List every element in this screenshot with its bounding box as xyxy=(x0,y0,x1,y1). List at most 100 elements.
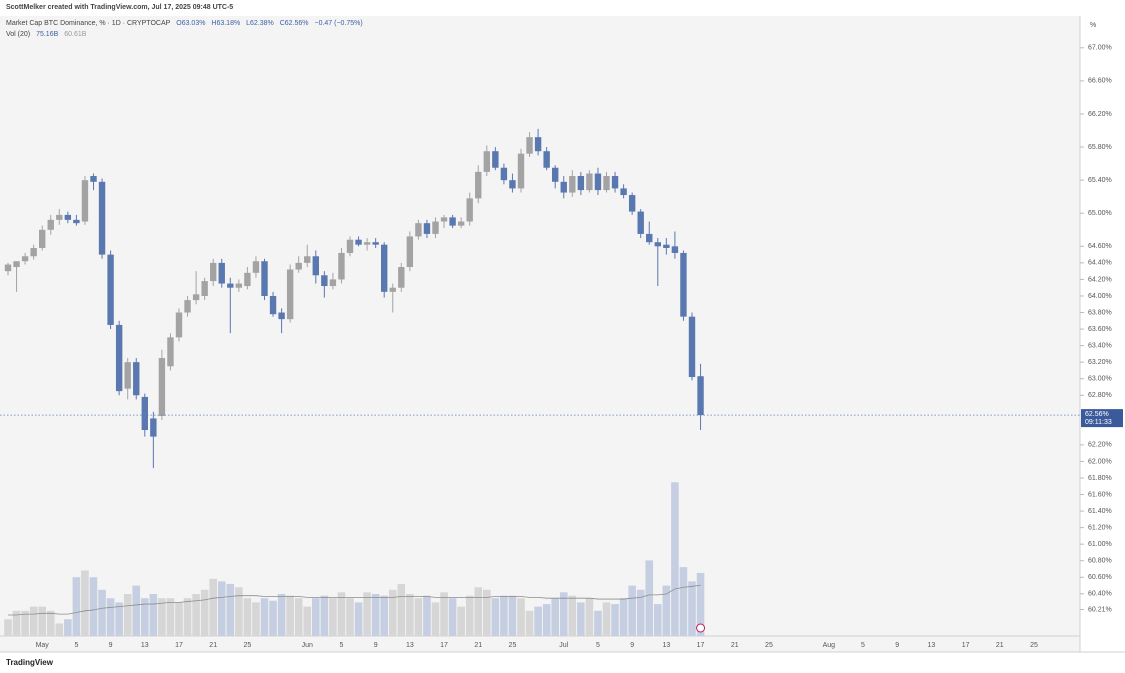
volume-bar xyxy=(209,578,217,636)
candle-body xyxy=(415,223,422,237)
volume-bar xyxy=(585,598,594,636)
candle-body xyxy=(81,180,89,222)
volume-bar xyxy=(671,482,679,636)
x-tick-label: 25 xyxy=(765,642,773,649)
candle-body xyxy=(517,153,525,189)
volume-bar xyxy=(260,598,269,636)
y-tick-label: 60.80% xyxy=(1088,558,1112,565)
y-tick-label: 61.40% xyxy=(1088,508,1112,515)
candle-body xyxy=(543,151,550,168)
volume-bar xyxy=(534,606,542,636)
candle-body xyxy=(13,261,20,268)
candle-body xyxy=(329,279,337,287)
candle-body xyxy=(475,171,482,199)
y-tick-label: 62.20% xyxy=(1088,442,1112,449)
y-tick-label: 63.60% xyxy=(1088,326,1112,333)
x-tick-label: 21 xyxy=(474,642,482,649)
y-tick-label: 60.60% xyxy=(1088,574,1112,581)
candle-body xyxy=(4,264,12,272)
candle-body xyxy=(423,223,431,234)
y-tick-label: 64.40% xyxy=(1088,260,1112,267)
x-tick-label: 13 xyxy=(406,642,414,649)
x-tick-label: 5 xyxy=(339,642,343,649)
candle-body xyxy=(269,295,277,315)
volume-bar xyxy=(29,606,38,636)
volume-bar xyxy=(474,587,483,636)
candle-body xyxy=(73,219,80,224)
y-tick-label: 67.00% xyxy=(1088,45,1112,52)
volume-bar xyxy=(636,589,645,636)
candle-body xyxy=(30,247,37,257)
y-tick-label: 63.80% xyxy=(1088,309,1112,316)
volume-bar xyxy=(431,602,440,636)
candle-body xyxy=(577,176,585,191)
x-tick-label: 25 xyxy=(244,642,252,649)
x-tick-label: 9 xyxy=(630,642,634,649)
candle-body xyxy=(534,137,542,152)
candle-body xyxy=(218,262,225,284)
volume-bar xyxy=(346,598,354,636)
y-unit: % xyxy=(1090,22,1096,29)
candle-body xyxy=(449,217,456,226)
x-tick-label: Jul xyxy=(559,642,568,649)
volume-bar xyxy=(226,583,235,636)
volume-bar xyxy=(183,598,192,636)
volume-bar xyxy=(645,560,654,636)
last-price-label: 62.56% xyxy=(1085,411,1109,418)
candle-body xyxy=(509,180,516,189)
candle-body xyxy=(286,269,294,320)
volume-bar xyxy=(371,594,380,636)
candle-body xyxy=(526,137,533,154)
volume-bar xyxy=(542,604,551,636)
volume-bar xyxy=(696,572,705,636)
candle-body xyxy=(338,252,345,280)
candle-body xyxy=(39,229,46,248)
candle-body xyxy=(603,176,610,191)
candle-body xyxy=(663,244,670,248)
volume-bar xyxy=(500,595,508,636)
candle-body xyxy=(611,176,619,189)
candle-body xyxy=(158,358,166,416)
y-tick-label: 65.80% xyxy=(1088,144,1112,151)
candle-body xyxy=(252,261,260,273)
volume-bar xyxy=(98,589,106,636)
volume-value: 75.16B xyxy=(36,31,59,38)
volume-bar xyxy=(679,567,688,636)
y-tick-label: 61.60% xyxy=(1088,491,1112,498)
x-tick-label: 9 xyxy=(374,642,378,649)
volume-ma-line xyxy=(8,584,701,616)
candle-body xyxy=(355,239,362,245)
x-tick-label: 5 xyxy=(74,642,78,649)
volume-bar xyxy=(337,592,346,636)
y-tick-label: 62.80% xyxy=(1088,392,1112,399)
volume-bar xyxy=(115,602,123,636)
volume-bar xyxy=(440,592,448,636)
volume-bar xyxy=(525,610,534,636)
volume-bar xyxy=(457,606,465,636)
volume-bar xyxy=(64,619,72,636)
candle-body xyxy=(90,176,97,182)
candle-body xyxy=(244,272,251,287)
candle-body xyxy=(586,173,593,191)
volume-bar xyxy=(517,598,525,636)
volume-bar xyxy=(72,577,81,636)
candle-body xyxy=(406,236,414,268)
volume-bar xyxy=(286,595,294,636)
volume-bar xyxy=(406,594,414,636)
x-tick-label: 25 xyxy=(509,642,517,649)
volume-bar xyxy=(602,602,611,636)
candle-body xyxy=(175,312,183,338)
volume-bar xyxy=(628,585,636,636)
candle-body xyxy=(628,195,636,212)
volume-bar xyxy=(158,598,166,636)
candle-body xyxy=(321,275,328,287)
x-tick-label: 13 xyxy=(141,642,149,649)
candle-body xyxy=(654,242,661,247)
x-tick-label: Jun xyxy=(302,642,313,649)
y-tick-label: 61.80% xyxy=(1088,475,1112,482)
volume-bar xyxy=(423,595,431,636)
x-tick-label: 5 xyxy=(596,642,600,649)
candle-body xyxy=(124,362,131,389)
y-tick-label: 64.20% xyxy=(1088,276,1112,283)
